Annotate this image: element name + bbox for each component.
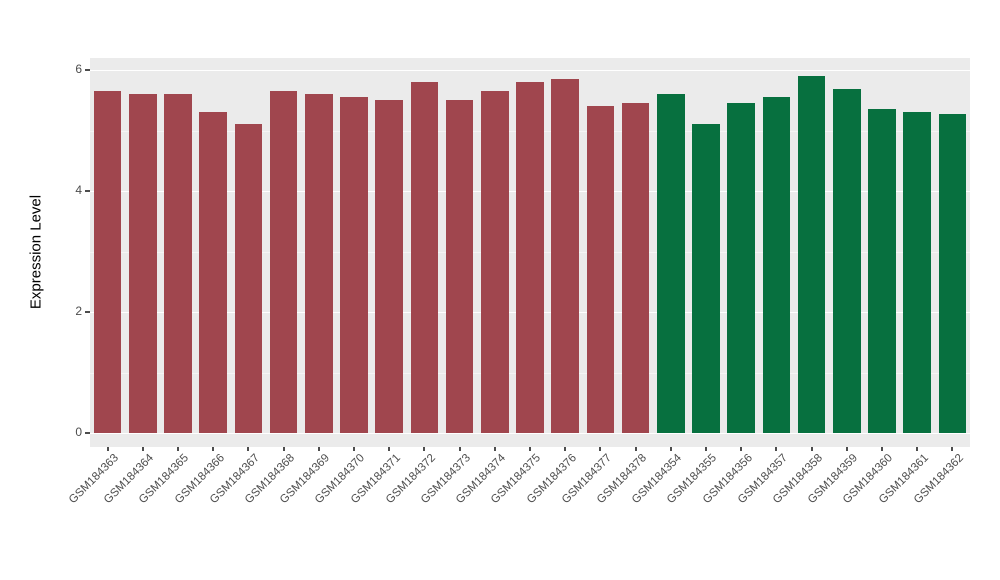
bar bbox=[692, 124, 720, 433]
bar bbox=[797, 76, 826, 433]
x-tick-mark bbox=[775, 447, 778, 451]
bar bbox=[93, 91, 122, 433]
bar bbox=[903, 112, 931, 433]
x-tick-label: GSM184360 bbox=[841, 452, 896, 507]
x-tick-label: GSM184376 bbox=[524, 452, 579, 507]
x-tick-label: GSM184374 bbox=[454, 452, 509, 507]
bar bbox=[481, 91, 509, 433]
x-tick-mark bbox=[740, 447, 743, 451]
y-tick-label: 2 bbox=[75, 304, 82, 318]
x-tick-label: GSM184373 bbox=[418, 452, 474, 507]
bar bbox=[516, 82, 544, 433]
x-tick-label: GSM184362 bbox=[911, 452, 966, 507]
bar bbox=[833, 89, 861, 433]
major-gridline bbox=[90, 70, 970, 71]
bar bbox=[129, 94, 157, 433]
bar bbox=[586, 106, 615, 433]
x-tick-mark bbox=[705, 447, 707, 451]
plot-panel bbox=[90, 58, 970, 447]
y-tick-label: 0 bbox=[75, 425, 82, 439]
x-tick-mark bbox=[458, 447, 461, 451]
x-tick-mark bbox=[810, 447, 813, 451]
x-tick-label: GSM184372 bbox=[383, 452, 438, 507]
x-tick-mark bbox=[282, 447, 285, 451]
bar bbox=[410, 82, 439, 433]
x-tick-mark bbox=[141, 447, 144, 451]
x-tick-mark bbox=[212, 447, 215, 451]
x-tick-mark bbox=[634, 447, 637, 451]
x-tick-mark bbox=[317, 447, 320, 451]
x-tick-mark bbox=[845, 447, 848, 451]
x-tick-mark bbox=[669, 447, 672, 451]
x-tick-label: GSM184354 bbox=[630, 452, 685, 507]
x-tick-label: GSM184359 bbox=[806, 452, 861, 507]
x-tick-mark bbox=[353, 447, 355, 451]
y-tick-label: 6 bbox=[75, 62, 82, 76]
x-tick-mark bbox=[564, 447, 567, 451]
x-tick-label: GSM184371 bbox=[348, 452, 403, 507]
bar bbox=[199, 112, 227, 433]
x-tick-mark bbox=[529, 447, 531, 451]
bar bbox=[938, 113, 967, 433]
bar bbox=[762, 97, 791, 433]
x-tick-label: GSM184378 bbox=[594, 452, 650, 507]
y-tick-label: 4 bbox=[75, 183, 82, 197]
major-gridline bbox=[90, 433, 970, 434]
x-tick-label: GSM184368 bbox=[242, 452, 298, 507]
x-tick-label: GSM184363 bbox=[66, 452, 122, 507]
bar bbox=[551, 79, 579, 433]
x-tick-mark bbox=[177, 447, 179, 451]
x-tick-label: GSM184367 bbox=[207, 452, 262, 507]
bar bbox=[164, 94, 192, 433]
x-tick-label: GSM184366 bbox=[172, 452, 227, 507]
x-tick-mark bbox=[106, 447, 109, 451]
x-tick-mark bbox=[247, 447, 250, 451]
x-tick-label: GSM184369 bbox=[278, 452, 333, 507]
x-tick-label: GSM184355 bbox=[665, 452, 720, 507]
bar bbox=[868, 109, 896, 433]
bar bbox=[657, 94, 685, 433]
x-tick-mark bbox=[916, 447, 919, 451]
x-tick-mark bbox=[388, 447, 391, 451]
bar bbox=[621, 103, 650, 433]
bar bbox=[269, 91, 298, 433]
x-tick-label: GSM184364 bbox=[102, 452, 157, 507]
x-tick-mark bbox=[423, 447, 426, 451]
bar bbox=[727, 103, 755, 433]
x-tick-label: GSM184361 bbox=[876, 452, 931, 507]
x-tick-label: GSM184377 bbox=[559, 452, 614, 507]
x-tick-label: GSM184370 bbox=[313, 452, 368, 507]
bar bbox=[305, 94, 333, 433]
bar bbox=[340, 97, 368, 433]
x-tick-mark bbox=[599, 447, 602, 451]
x-tick-mark bbox=[881, 447, 883, 451]
x-tick-label: GSM184356 bbox=[700, 452, 755, 507]
x-tick-mark bbox=[493, 447, 496, 451]
x-tick-label: GSM184358 bbox=[770, 452, 826, 507]
bar bbox=[445, 100, 474, 433]
bar bbox=[234, 124, 263, 433]
bar bbox=[375, 100, 403, 433]
x-tick-label: GSM184365 bbox=[137, 452, 192, 507]
x-tick-mark bbox=[951, 447, 954, 451]
x-tick-label: GSM184357 bbox=[735, 452, 790, 507]
y-axis-title: Expression Level bbox=[27, 194, 45, 310]
x-tick-label: GSM184375 bbox=[489, 452, 544, 507]
